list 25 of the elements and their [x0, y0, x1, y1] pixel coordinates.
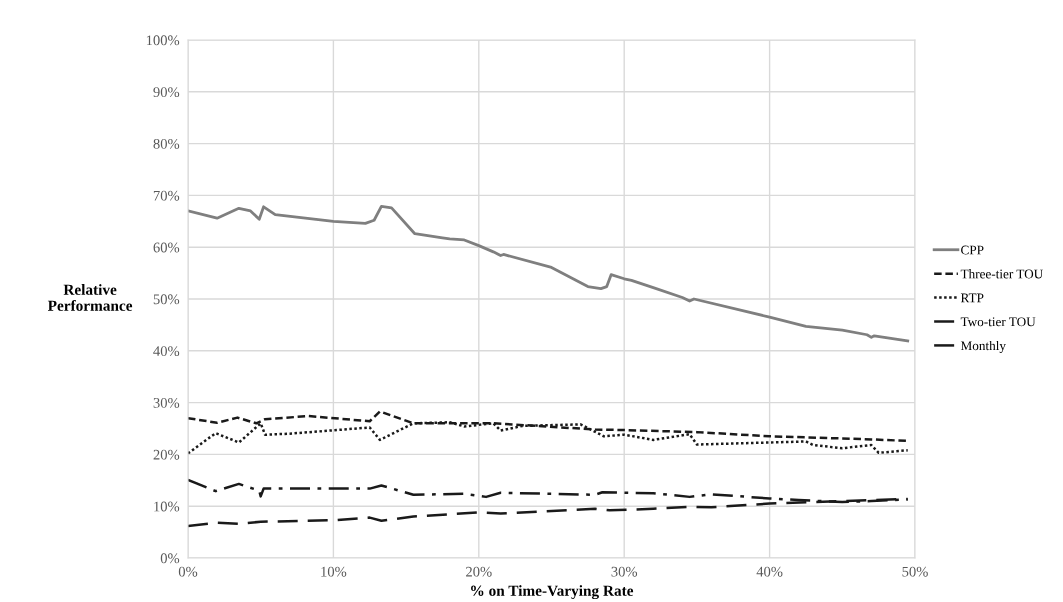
legend-label: CPP: [961, 245, 984, 255]
y-tick-label: 30%: [153, 397, 180, 408]
y-tick-label: 70%: [153, 190, 180, 201]
y-tick-label: 60%: [153, 242, 180, 253]
y-tick-label: 100%: [146, 35, 180, 46]
line-series: [188, 204, 910, 343]
legend-label: Three-tier TOU: [960, 269, 1043, 279]
legend-label: Two-tier TOU: [960, 317, 1036, 327]
x-tick-label: 20%: [466, 566, 492, 577]
y-tick-label: 80%: [153, 138, 180, 149]
x-tick-label: 30%: [611, 566, 638, 577]
legend-label: Monthly: [960, 340, 1006, 353]
x-tick-label: 50%: [902, 566, 928, 577]
x-tick-label: 40%: [756, 566, 783, 577]
y-tick-label: 0%: [160, 553, 180, 564]
y-tick-label: 90%: [153, 87, 180, 98]
y-axis-title: Relative Performance: [47, 284, 133, 311]
legend-label: RTP: [960, 293, 984, 303]
y-tick-label: 40%: [153, 346, 180, 357]
x-tick-label: 0%: [178, 566, 198, 577]
x-axis-title: % on Time-Varying Rate: [471, 585, 634, 600]
y-tick-label: 10%: [154, 501, 180, 512]
x-tick-label: 10%: [321, 566, 347, 577]
y-tick-label: 50%: [153, 294, 180, 305]
y-tick-label: 20%: [153, 449, 180, 460]
